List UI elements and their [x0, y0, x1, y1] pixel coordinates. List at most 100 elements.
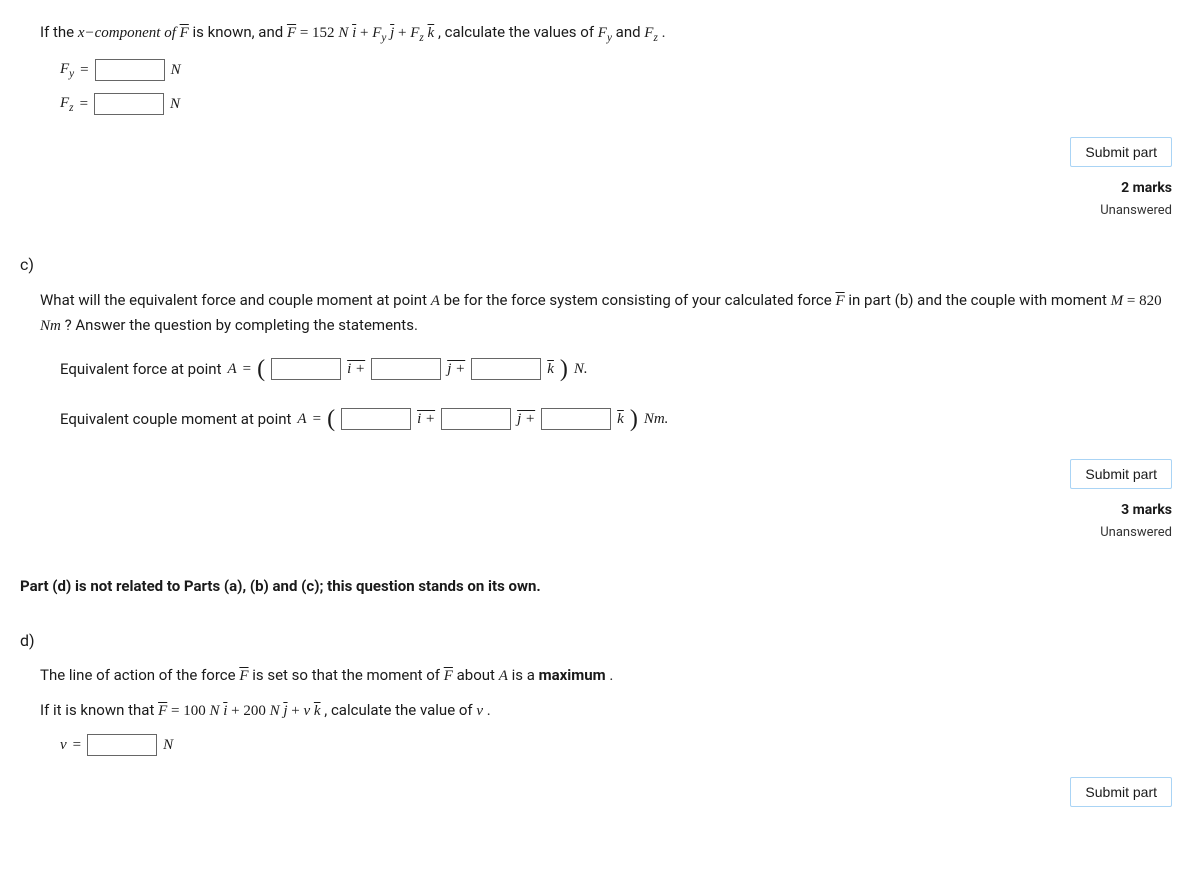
unit: N.: [574, 357, 588, 381]
part-d-line2: If it is known that F = 100 N i + 200 N …: [40, 698, 1172, 723]
i-plus: i +: [347, 357, 365, 381]
A: A: [228, 357, 237, 381]
text: The line of action of the force: [40, 666, 239, 684]
part-b-intro: If the x−component of F is known, and F …: [40, 20, 1172, 47]
text: in part (b) and the couple with moment: [848, 291, 1110, 309]
eq-sign: =: [73, 733, 81, 757]
eq-sign: =: [80, 58, 88, 82]
text: ? Answer the question by completing the …: [65, 316, 418, 334]
text: v: [476, 703, 483, 719]
submit-part-d-button[interactable]: Submit part: [1070, 777, 1172, 807]
text: F: [158, 703, 167, 719]
part-c-label: c): [20, 252, 1172, 278]
text: be for the force system consisting of yo…: [444, 291, 836, 309]
eq-sign: =: [80, 92, 88, 116]
part-d-submit-row: Submit part: [20, 777, 1172, 807]
paren-open: (: [327, 400, 335, 438]
paren-close: ): [630, 400, 638, 438]
maximum-text: maximum: [539, 666, 606, 684]
text: , calculate the value of: [324, 701, 476, 719]
part-c-content: What will the equivalent force and coupl…: [40, 288, 1172, 439]
paren-open: (: [257, 350, 265, 388]
part-d-content: The line of action of the force F is set…: [40, 663, 1172, 757]
text: N: [209, 703, 223, 719]
part-c-intro: What will the equivalent force and coupl…: [40, 288, 1172, 338]
status-text: Unanswered: [20, 201, 1172, 222]
unit: N: [170, 92, 180, 116]
text: .: [487, 701, 491, 719]
marks-text: 2 marks: [20, 177, 1172, 199]
equiv-moment-row: Equivalent couple moment at point A = ( …: [60, 400, 1172, 438]
force-k-input[interactable]: [471, 358, 541, 380]
text: k: [314, 703, 321, 719]
A: A: [297, 407, 306, 431]
j-plus: j +: [517, 407, 535, 431]
text: +: [291, 703, 303, 719]
k: k: [617, 407, 624, 431]
fy-input[interactable]: [95, 59, 165, 81]
v-label: v: [60, 733, 67, 757]
text: If the: [40, 23, 78, 41]
part-b-content: If the x−component of F is known, and F …: [40, 20, 1172, 117]
moment-j-input[interactable]: [441, 408, 511, 430]
label: Equivalent force at point: [60, 357, 222, 381]
text: F: [239, 668, 248, 684]
force-i-input[interactable]: [271, 358, 341, 380]
part-c-submit-row: Submit part: [20, 459, 1172, 489]
text: A: [499, 668, 508, 684]
text: k: [428, 25, 435, 41]
text: F: [180, 25, 189, 41]
text: +: [398, 25, 410, 41]
part-b-marks: 2 marks Unanswered: [20, 177, 1172, 222]
text: is known, and: [193, 23, 287, 41]
v-input[interactable]: [87, 734, 157, 756]
eq: =: [313, 407, 321, 431]
text: z: [419, 32, 423, 44]
fz-label: Fz: [60, 91, 74, 117]
eq: =: [243, 357, 251, 381]
text: = 100: [171, 703, 209, 719]
text: and: [616, 23, 645, 41]
k: k: [547, 357, 554, 381]
moment-i-input[interactable]: [341, 408, 411, 430]
v-input-row: v = N: [60, 733, 1172, 757]
label: Equivalent couple moment at point: [60, 407, 291, 431]
text: i: [223, 703, 227, 719]
part-d-note: Part (d) is not related to Parts (a), (b…: [20, 574, 1172, 598]
text: about: [457, 666, 499, 684]
equiv-force-row: Equivalent force at point A = ( i + j + …: [60, 350, 1172, 388]
paren-close: ): [560, 350, 568, 388]
text: j: [390, 25, 394, 41]
text: Nm: [40, 318, 61, 334]
part-d-label: d): [20, 628, 1172, 654]
unit: N: [171, 58, 181, 82]
text: +: [360, 25, 372, 41]
text: N: [338, 25, 352, 41]
text: is a: [512, 666, 539, 684]
submit-part-b-button[interactable]: Submit part: [1070, 137, 1172, 167]
fz-input[interactable]: [94, 93, 164, 115]
text: F: [444, 668, 453, 684]
moment-k-input[interactable]: [541, 408, 611, 430]
text: z: [653, 32, 657, 44]
part-b-submit-row: Submit part: [20, 137, 1172, 167]
text: = 820: [1127, 293, 1162, 309]
status-text: Unanswered: [20, 523, 1172, 544]
force-j-input[interactable]: [371, 358, 441, 380]
text: What will the equivalent force and coupl…: [40, 291, 431, 309]
submit-part-c-button[interactable]: Submit part: [1070, 459, 1172, 489]
fy-input-row: Fy = N: [60, 57, 1172, 83]
unit: N: [163, 733, 173, 757]
text: M: [1111, 293, 1124, 309]
part-c-marks: 3 marks Unanswered: [20, 499, 1172, 544]
fy-label: Fy: [60, 57, 74, 83]
text: = 152: [300, 25, 338, 41]
text: + 200: [231, 703, 269, 719]
j-plus: j +: [447, 357, 465, 381]
text: j: [283, 703, 287, 719]
text: .: [609, 666, 613, 684]
text: is set so that the moment of: [252, 666, 443, 684]
text: .: [662, 23, 666, 41]
text: If it is known that: [40, 701, 158, 719]
part-d-line1: The line of action of the force F is set…: [40, 663, 1172, 688]
